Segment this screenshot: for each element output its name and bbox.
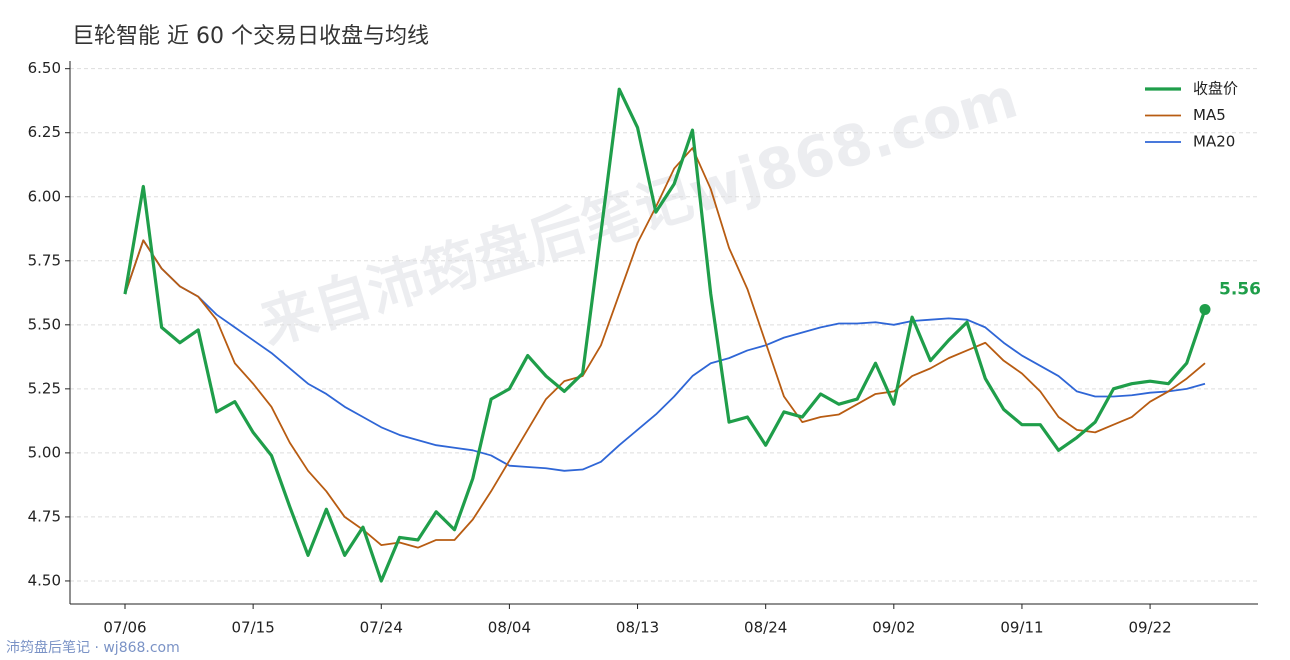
y-tick-label: 6.25	[28, 123, 61, 141]
y-tick-label: 4.75	[28, 507, 61, 525]
series-line	[124, 239, 1206, 472]
x-tick-label: 08/13	[616, 619, 659, 637]
x-tick-label: 09/22	[1128, 619, 1171, 637]
x-tick-label: 08/04	[488, 619, 531, 637]
y-tick-label: 5.00	[28, 443, 61, 461]
x-tick-label: 08/24	[744, 619, 787, 637]
chart-title: 巨轮智能 近 60 个交易日收盘与均线	[72, 24, 429, 49]
y-tick-label: 6.50	[28, 59, 61, 77]
series-line	[123, 87, 1207, 583]
x-tick-label: 07/24	[360, 619, 403, 637]
last-point	[1199, 303, 1211, 315]
y-tick-label: 5.50	[28, 315, 61, 333]
legend-label: MA5	[1193, 106, 1226, 124]
footer: 沛筠盘后笔记 · wj868.com	[6, 639, 180, 656]
legend-label: 收盘价	[1193, 80, 1238, 98]
legend-label: MA20	[1193, 133, 1235, 151]
x-tick-label: 09/02	[872, 619, 915, 637]
series-line	[124, 147, 1206, 549]
x-tick-label: 09/11	[1000, 619, 1043, 637]
y-tick-label: 4.50	[28, 571, 61, 589]
x-tick-label: 07/06	[103, 619, 146, 637]
value-label: 5.56	[1219, 279, 1261, 299]
y-tick-label: 5.25	[28, 379, 61, 397]
y-tick-label: 5.75	[28, 251, 61, 269]
y-tick-label: 6.00	[28, 187, 61, 205]
x-tick-label: 07/15	[232, 619, 275, 637]
